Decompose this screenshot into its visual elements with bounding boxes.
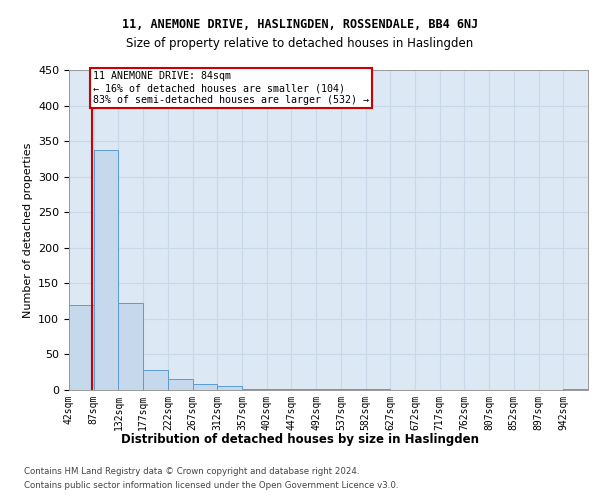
- Bar: [94, 150, 118, 390]
- Bar: [118, 303, 143, 390]
- Text: Distribution of detached houses by size in Haslingden: Distribution of detached houses by size …: [121, 432, 479, 446]
- Text: Contains HM Land Registry data © Crown copyright and database right 2024.: Contains HM Land Registry data © Crown c…: [24, 468, 359, 476]
- Text: Contains public sector information licensed under the Open Government Licence v3: Contains public sector information licen…: [24, 481, 398, 490]
- Bar: [168, 380, 193, 390]
- Y-axis label: Number of detached properties: Number of detached properties: [23, 142, 32, 318]
- Bar: [217, 386, 242, 390]
- Bar: [242, 388, 267, 390]
- Bar: [193, 384, 217, 390]
- Bar: [69, 304, 94, 390]
- Bar: [143, 370, 168, 390]
- Text: Size of property relative to detached houses in Haslingden: Size of property relative to detached ho…: [127, 38, 473, 51]
- Text: 11, ANEMONE DRIVE, HASLINGDEN, ROSSENDALE, BB4 6NJ: 11, ANEMONE DRIVE, HASLINGDEN, ROSSENDAL…: [122, 18, 478, 30]
- Text: 11 ANEMONE DRIVE: 84sqm
← 16% of detached houses are smaller (104)
83% of semi-d: 11 ANEMONE DRIVE: 84sqm ← 16% of detache…: [93, 72, 369, 104]
